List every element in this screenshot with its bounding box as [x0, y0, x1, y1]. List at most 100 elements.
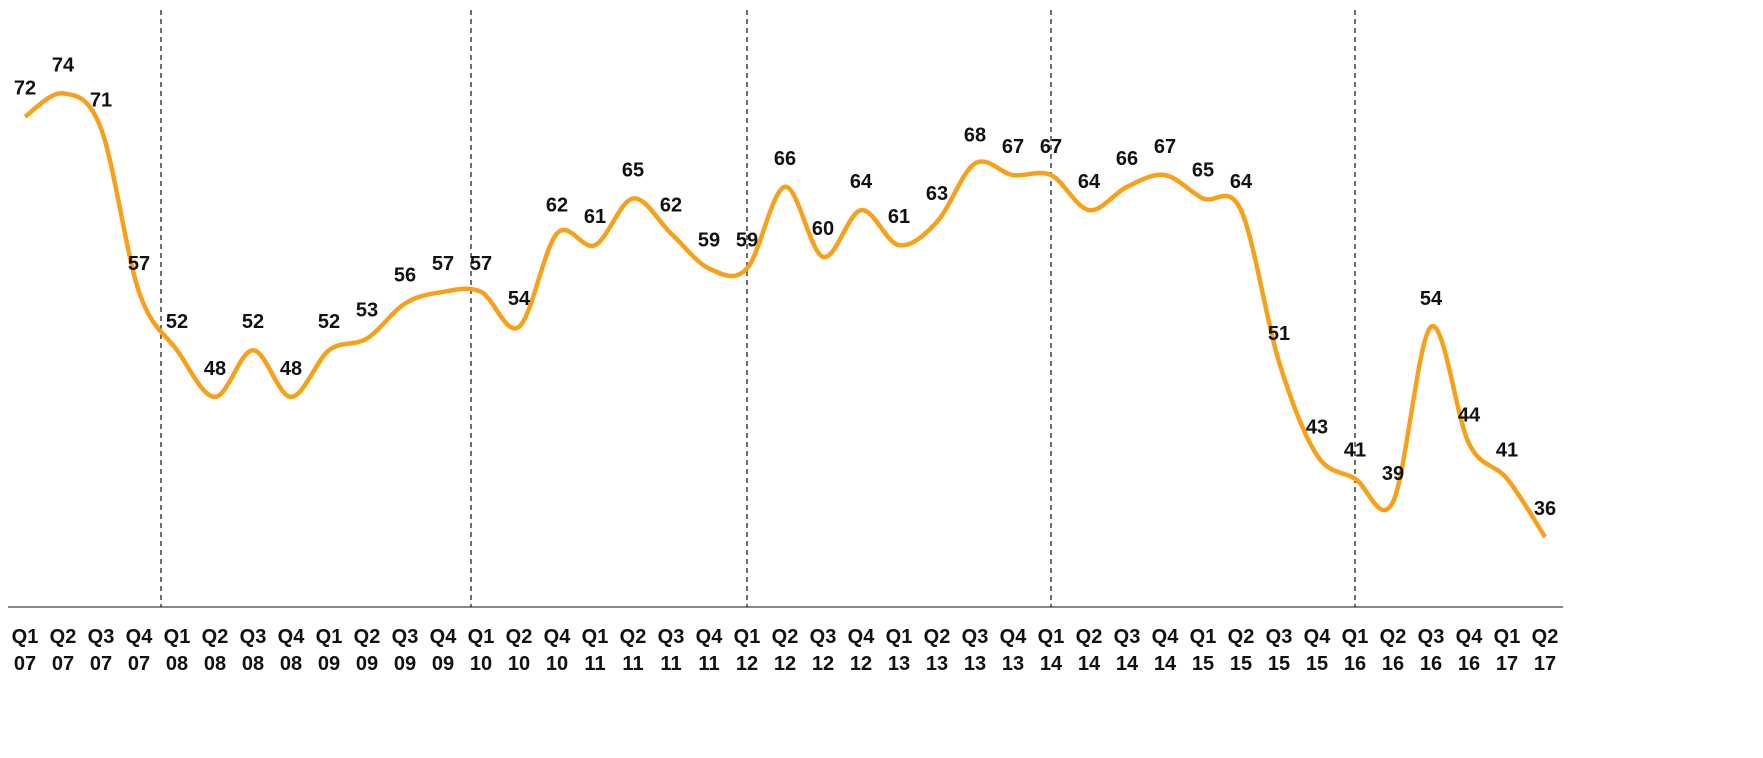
data-label: 41 [1344, 440, 1366, 462]
x-tick-label: Q4 14 [1152, 626, 1180, 675]
x-tick-label: Q1 15 [1190, 626, 1217, 675]
x-tick-quarter: Q4 [848, 626, 876, 648]
data-label: 54 [508, 288, 531, 310]
x-tick-quarter: Q2 [1228, 626, 1255, 648]
x-tick-year: 08 [280, 653, 302, 675]
x-tick-label: Q1 16 [1342, 626, 1369, 675]
data-label: 67 [1002, 136, 1024, 158]
x-tick-year: 14 [1078, 653, 1101, 675]
data-label: 52 [166, 311, 188, 333]
x-tick-quarter: Q2 [1532, 626, 1559, 648]
x-tick-label: Q2 13 [924, 626, 951, 675]
data-label: 43 [1306, 416, 1328, 438]
x-tick-year: 15 [1192, 653, 1214, 675]
x-tick-label: Q1 13 [886, 626, 913, 675]
x-tick-label: Q4 13 [1000, 626, 1028, 675]
x-tick-quarter: Q4 [544, 626, 572, 648]
x-tick-label: Q1 09 [316, 626, 343, 675]
data-label: 74 [52, 54, 75, 76]
x-tick-label: Q3 16 [1418, 626, 1445, 675]
x-tick-label: Q2 07 [50, 626, 77, 675]
x-tick-year: 07 [90, 653, 112, 675]
x-tick-quarter: Q3 [1266, 626, 1293, 648]
data-label: 59 [736, 229, 758, 251]
x-tick-quarter: Q2 [354, 626, 381, 648]
data-label: 71 [90, 89, 112, 111]
data-label: 64 [1078, 171, 1101, 193]
x-tick-quarter: Q2 [506, 626, 533, 648]
x-tick-year: 17 [1496, 653, 1518, 675]
x-tick-quarter: Q4 [430, 626, 458, 648]
x-tick-quarter: Q1 [1494, 626, 1521, 648]
x-tick-year: 16 [1420, 653, 1442, 675]
data-label: 48 [204, 358, 226, 380]
x-tick-year: 15 [1306, 653, 1328, 675]
x-tick-quarter: Q3 [810, 626, 837, 648]
data-label: 67 [1040, 136, 1062, 158]
x-tick-label: Q2 14 [1076, 626, 1103, 675]
x-tick-quarter: Q2 [202, 626, 229, 648]
line [23, 91, 1547, 539]
data-label: 67 [1154, 136, 1176, 158]
x-tick-label: Q3 14 [1114, 626, 1141, 675]
x-tick-year: 09 [318, 653, 340, 675]
x-tick-year: 17 [1534, 653, 1556, 675]
data-label: 57 [432, 253, 454, 275]
x-tick-quarter: Q3 [658, 626, 685, 648]
x-tick-label: Q3 08 [240, 626, 267, 675]
x-tick-year: 13 [1002, 653, 1024, 675]
x-tick-quarter: Q2 [50, 626, 77, 648]
data-label: 62 [546, 194, 568, 216]
x-tick-year: 11 [660, 653, 681, 675]
x-tick-quarter: Q1 [468, 626, 495, 648]
x-tick-label: Q1 08 [164, 626, 191, 675]
x-tick-quarter: Q3 [962, 626, 989, 648]
data-label: 52 [242, 311, 264, 333]
x-tick-label: Q4 12 [848, 626, 876, 675]
x-tick-label: Q3 07 [88, 626, 115, 675]
x-tick-year: 11 [584, 653, 605, 675]
x-tick-label: Q4 15 [1304, 626, 1332, 675]
data-label: 72 [14, 78, 36, 100]
x-tick-label: Q2 16 [1380, 626, 1407, 675]
x-tick-label: Q2 11 [620, 626, 647, 675]
x-tick-quarter: Q1 [316, 626, 343, 648]
x-tick-year: 12 [736, 653, 758, 675]
x-tick-quarter: Q1 [1342, 626, 1369, 648]
x-tick-year: 16 [1382, 653, 1404, 675]
x-tick-year: 13 [926, 653, 948, 675]
x-tick-quarter: Q2 [772, 626, 799, 648]
x-tick-quarter: Q4 [1000, 626, 1028, 648]
x-tick-year: 08 [242, 653, 264, 675]
x-tick-label: Q4 16 [1456, 626, 1484, 675]
data-label: 52 [318, 311, 340, 333]
x-tick-year: 09 [356, 653, 378, 675]
data-label: 36 [1534, 498, 1556, 520]
data-label: 66 [1116, 148, 1138, 170]
x-tick-quarter: Q2 [924, 626, 951, 648]
data-label: 68 [964, 124, 986, 146]
x-tick-year: 12 [850, 653, 872, 675]
x-tick-label: Q2 12 [772, 626, 799, 675]
x-tick-quarter: Q2 [1076, 626, 1103, 648]
x-tick-year: 11 [698, 653, 719, 675]
x-tick-quarter: Q1 [1190, 626, 1217, 648]
x-tick-year: 07 [52, 653, 74, 675]
x-tick-label: Q1 14 [1038, 626, 1065, 675]
x-tick-quarter: Q4 [1304, 626, 1332, 648]
data-label: 65 [622, 159, 644, 181]
x-tick-year: 11 [622, 653, 643, 675]
data-label: 44 [1458, 405, 1481, 427]
data-label: 59 [698, 229, 720, 251]
x-tick-label: Q3 15 [1266, 626, 1293, 675]
x-tick-quarter: Q1 [886, 626, 913, 648]
data-label: 61 [584, 206, 606, 228]
x-tick-label: Q4 11 [696, 626, 724, 675]
x-tick-label: Q1 10 [468, 626, 495, 675]
data-label: 62 [660, 194, 682, 216]
data-label: 60 [812, 218, 834, 240]
x-tick-quarter: Q4 [278, 626, 306, 648]
x-tick-label: Q1 11 [582, 626, 609, 675]
data-label: 57 [470, 253, 492, 275]
x-tick-year: 10 [508, 653, 530, 675]
